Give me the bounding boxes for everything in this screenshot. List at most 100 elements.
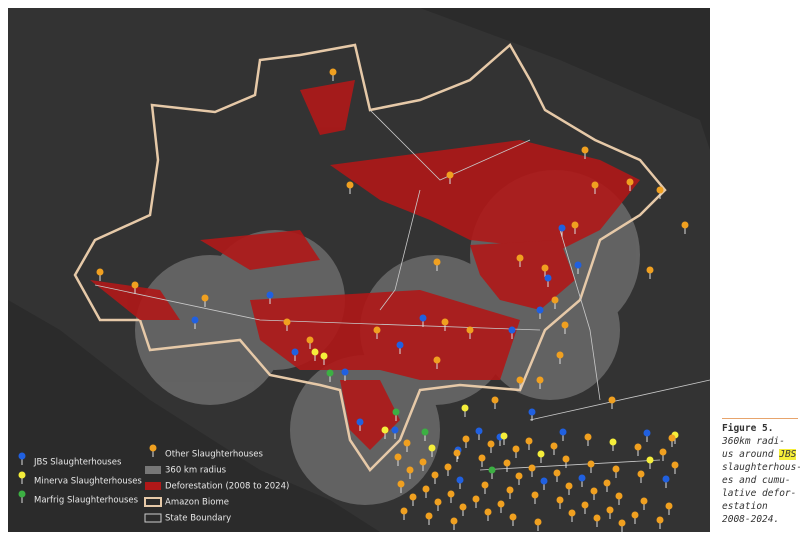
- pin: [400, 507, 408, 520]
- legend-label: Marfrig Slaughterhouses: [34, 496, 139, 506]
- pin: [615, 492, 623, 505]
- legend-label: State Boundary: [165, 514, 231, 524]
- legend-swatch: [144, 497, 162, 507]
- pin: [646, 266, 654, 279]
- pin: [466, 326, 474, 339]
- legend-label: Amazon Biome: [165, 498, 229, 508]
- pin: [488, 466, 496, 479]
- pin: [409, 493, 417, 506]
- pin: [373, 326, 381, 339]
- pin: [456, 476, 464, 489]
- pin: [394, 453, 402, 466]
- pin: [574, 261, 582, 274]
- pin: [419, 458, 427, 471]
- pin: [484, 508, 492, 521]
- pin: [191, 316, 199, 329]
- pin: [528, 408, 536, 421]
- pin: [606, 506, 614, 519]
- pin: [356, 418, 364, 431]
- pin: [556, 496, 564, 509]
- pin: [668, 434, 676, 447]
- pin: [444, 463, 452, 476]
- pin: [341, 368, 349, 381]
- pin: [640, 497, 648, 510]
- pin: [149, 444, 157, 457]
- pin: [558, 224, 566, 237]
- pin: [609, 438, 617, 451]
- pin: [508, 326, 516, 339]
- pin: [18, 452, 26, 465]
- pin: [392, 408, 400, 421]
- caption-line: us around JBS: [722, 448, 798, 461]
- legend-swatch: [144, 513, 162, 523]
- pin: [551, 296, 559, 309]
- amazon-biome: [73, 43, 667, 472]
- pin: [550, 442, 558, 455]
- pin: [18, 490, 26, 503]
- legend-label: JBS Slaughterhouses: [33, 458, 122, 468]
- pin: [626, 178, 634, 191]
- pin: [461, 404, 469, 417]
- pin: [656, 186, 664, 199]
- pin: [391, 426, 399, 439]
- pin: [515, 472, 523, 485]
- pin: [306, 336, 314, 349]
- state-boundaries: [94, 109, 710, 471]
- pin: [581, 501, 589, 514]
- pin: [536, 376, 544, 389]
- pin: [326, 369, 334, 382]
- pin: [428, 444, 436, 457]
- pin: [283, 318, 291, 331]
- pin: [525, 437, 533, 450]
- pin: [433, 356, 441, 369]
- pin: [425, 512, 433, 525]
- pin: [603, 479, 611, 492]
- pin: [431, 471, 439, 484]
- caption-line: slaughterhous-: [722, 462, 800, 473]
- pin: [659, 448, 667, 461]
- pin: [662, 475, 670, 488]
- pin: [556, 351, 564, 364]
- pin: [571, 221, 579, 234]
- pin: [516, 376, 524, 389]
- pin: [528, 464, 536, 477]
- pin: [503, 459, 511, 472]
- pin: [516, 254, 524, 267]
- caption: Figure 5. 360km radi-us around JBS slaught…: [722, 418, 800, 526]
- legend-label: Deforestation (2008 to 2024): [165, 482, 289, 492]
- pin: [475, 427, 483, 440]
- pin: [450, 517, 458, 530]
- pin: [397, 480, 405, 493]
- pin: [320, 352, 328, 365]
- pin: [481, 481, 489, 494]
- pin: [646, 456, 654, 469]
- pin: [403, 439, 411, 452]
- pin: [541, 264, 549, 277]
- pin: [643, 429, 651, 442]
- pin: [453, 449, 461, 462]
- pin: [396, 341, 404, 354]
- pin: [18, 471, 26, 484]
- legend-label: 360 km radius: [165, 466, 227, 476]
- pin: [634, 443, 642, 456]
- legend-label: Minerva Slaughterhouses: [34, 477, 142, 487]
- caption-line: 360km radi-: [722, 436, 785, 447]
- pin: [631, 511, 639, 524]
- pin: [201, 294, 209, 307]
- pin: [446, 171, 454, 184]
- pin: [434, 498, 442, 511]
- pin: [500, 432, 508, 445]
- pin: [665, 502, 673, 515]
- pin: [381, 426, 389, 439]
- pin: [266, 291, 274, 304]
- pin: [681, 221, 689, 234]
- pin: [565, 482, 573, 495]
- pin: [512, 445, 520, 458]
- legend: JBS Slaughterhouses Minerva Slaughterhou…: [18, 444, 289, 524]
- pin: [536, 306, 544, 319]
- pin: [291, 348, 299, 361]
- pin: [578, 474, 586, 487]
- pin: [608, 396, 616, 409]
- pin: [540, 477, 548, 490]
